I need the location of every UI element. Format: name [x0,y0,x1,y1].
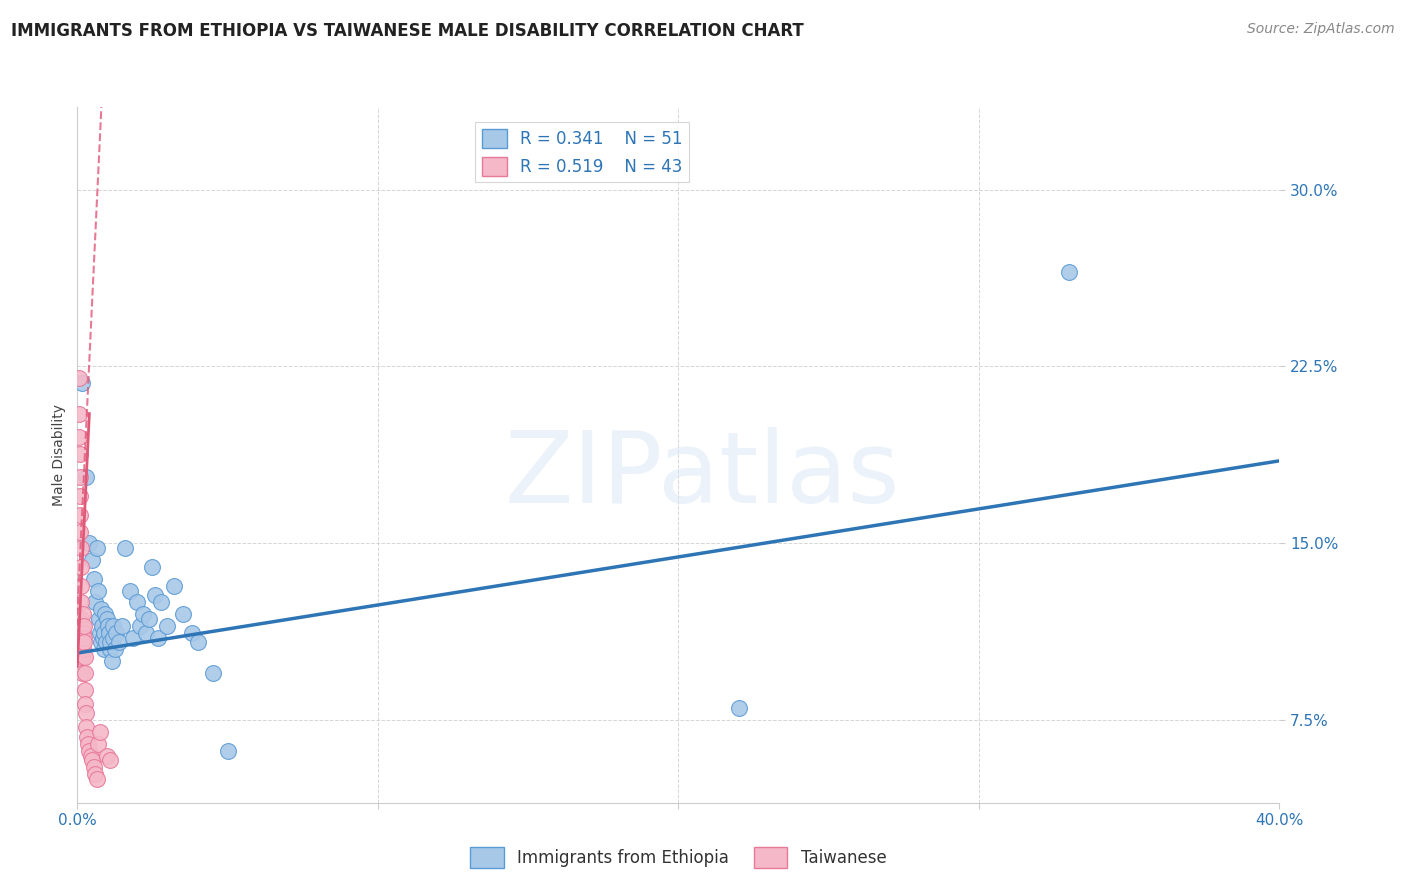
Point [91,631,114,645]
Point [172,607,194,621]
Point [127,595,149,609]
Point [148,631,170,645]
Point [108,635,131,649]
Point [105,626,128,640]
Point [87,583,110,598]
Point [89,725,111,739]
Point [97,626,120,640]
Point [69,447,91,461]
Point [103,619,125,633]
Point [118,583,141,598]
Point [186,635,209,649]
Point [217,744,239,758]
Point [93,642,115,657]
Point [83,760,105,774]
Point [75,682,97,697]
Point [70,666,93,681]
Point [82,553,104,567]
Point [87,612,110,626]
Point [138,612,160,626]
Point [90,602,112,616]
Point [150,595,173,609]
Point [70,579,93,593]
Point [70,560,93,574]
Point [70,649,93,664]
Point [86,541,108,555]
Point [70,612,93,626]
Point [70,376,93,390]
Point [75,720,97,734]
Text: ZIPatlas: ZIPatlas [505,427,900,524]
Text: IMMIGRANTS FROM ETHIOPIA VS TAIWANESE MALE DISABILITY CORRELATION CHART: IMMIGRANTS FROM ETHIOPIA VS TAIWANESE MA… [11,22,804,40]
Point [72,607,94,621]
Point [75,706,97,721]
Point [83,572,105,586]
Legend: Immigrants from Ethiopia, Taiwanese: Immigrants from Ethiopia, Taiwanese [464,841,893,874]
Point [114,541,136,555]
Point [84,595,107,609]
Point [97,619,120,633]
Point [132,607,155,621]
Point [69,524,91,539]
Point [67,407,90,421]
Point [70,595,93,609]
Point [100,635,122,649]
Point [82,753,104,767]
Point [180,626,202,640]
Point [87,737,110,751]
Point [79,744,101,758]
Point [73,635,96,649]
Point [727,701,749,715]
Point [90,635,112,649]
Point [201,666,224,681]
Point [86,772,108,787]
Point [91,619,114,633]
Point [96,612,118,626]
Point [72,631,94,645]
Point [72,642,94,657]
Point [69,489,91,503]
Point [104,642,127,657]
Point [70,635,93,649]
Y-axis label: Male Disability: Male Disability [52,404,66,506]
Point [73,619,96,633]
Point [145,588,167,602]
Point [156,619,179,633]
Point [101,654,124,668]
Point [73,649,96,664]
Point [75,697,97,711]
Point [89,626,111,640]
Point [67,371,90,385]
Point [84,767,107,781]
Point [93,626,115,640]
Point [100,753,122,767]
Point [72,626,94,640]
Point [76,730,98,744]
Point [75,470,97,484]
Point [76,737,98,751]
Point [162,579,184,593]
Point [1057,265,1080,279]
Point [101,631,124,645]
Point [80,748,103,763]
Point [94,635,117,649]
Point [98,642,121,657]
Point [141,560,163,574]
Point [122,631,145,645]
Point [69,541,91,555]
Point [96,748,118,763]
Point [94,607,117,621]
Point [69,508,91,522]
Point [72,635,94,649]
Point [70,626,93,640]
Text: Source: ZipAtlas.com: Source: ZipAtlas.com [1247,22,1395,37]
Point [73,666,96,681]
Point [111,619,134,633]
Point [135,626,157,640]
Point [72,619,94,633]
Point [79,536,101,550]
Point [67,430,90,444]
Point [129,619,152,633]
Point [69,470,91,484]
